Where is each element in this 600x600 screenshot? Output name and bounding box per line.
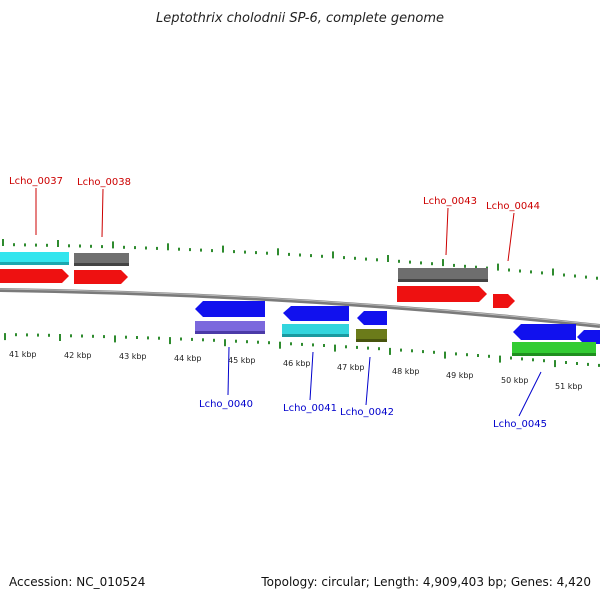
kbp-label: 44 kbp [174,354,202,363]
gene-bar-lcho-0045-outer-shade [512,353,596,356]
leader-line-lcho-0040 [227,346,230,396]
gene-label-lcho-0038: Lcho_0038 [77,177,131,188]
gene-label-lcho-0045: Lcho_0045 [493,419,547,430]
kbp-label: 51 kbp [555,382,583,391]
leader-line-lcho-0045 [518,371,542,417]
map-title: Leptothrix cholodnii SP-6, complete geno… [156,11,444,26]
gene-bar-lcho-0045-outer [512,342,596,355]
gene-arrow-next [577,330,600,344]
gene-bar-lcho-0043-outer [398,268,488,281]
gene-label-lcho-0044: Lcho_0044 [486,201,540,212]
gene-bar-lcho-0040-outer [195,321,265,333]
gene-label-lcho-0043: Lcho_0043 [423,196,477,207]
tick-marks [2,239,600,368]
accession-text: Accession: NC_010524 [9,575,145,589]
gene-labels: Lcho_0037 Lcho_0038 Lcho_0043 Lcho_0044 … [9,176,547,430]
gene-arrow-lcho-0038 [74,270,128,284]
genome-summary-text: Topology: circular; Length: 4,909,403 bp… [260,575,591,589]
gene-label-lcho-0041: Lcho_0041 [283,403,337,414]
kbp-label: 41 kbp [9,350,37,359]
kbp-scale-labels: 41 kbp 42 kbp 43 kbp 44 kbp 45 kbp 46 kb… [9,350,583,391]
kbp-label: 47 kbp [337,363,365,372]
leader-line-lcho-0043 [445,207,449,256]
kbp-label: 42 kbp [64,351,92,360]
leader-line-lcho-0038 [101,188,104,238]
kbp-label: 48 kbp [392,367,420,376]
gene-bar-lcho-0040-outer-shade [195,331,265,334]
gene-bar-lcho-0042-outer [356,329,387,341]
kbp-label: 49 kbp [446,371,474,380]
gene-track-bottom [195,301,600,356]
gene-bar-lcho-0042-outer-shade [356,339,387,342]
gene-label-lcho-0042: Lcho_0042 [340,407,394,418]
leader-line-lcho-0041 [309,351,314,401]
gene-label-lcho-0037: Lcho_0037 [9,176,63,187]
kbp-label: 45 kbp [228,356,256,365]
gene-bar-lcho-0043-outer-shade [398,279,488,282]
gene-bar-lcho-0038-outer-shade [74,263,129,266]
kbp-label: 43 kbp [119,352,147,361]
gene-bar-lcho-0041-outer-shade [282,334,349,337]
genome-backbone-highlight [0,288,600,326]
gene-bar-lcho-0037-outer [0,252,69,264]
gene-bar-lcho-0037-outer-shade [0,262,69,265]
gene-arrow-lcho-0044 [493,294,515,308]
gene-arrow-lcho-0037 [0,269,69,283]
gene-leader-lines [35,188,542,417]
gene-label-lcho-0040: Lcho_0040 [199,399,253,410]
kbp-label: 50 kbp [501,376,529,385]
gene-track-top [0,252,515,308]
leader-line-lcho-0044 [507,212,515,262]
gene-arrow-lcho-0040 [195,301,265,317]
gene-arrow-lcho-0042 [357,311,387,325]
gene-arrow-lcho-0045 [513,324,576,340]
gene-arrow-lcho-0043 [397,286,487,302]
gene-arrow-lcho-0041 [283,306,349,321]
gene-bar-lcho-0038-outer [74,253,129,265]
gene-bar-lcho-0041-outer [282,324,349,336]
leader-line-lcho-0042 [365,356,371,406]
kbp-label: 46 kbp [283,359,311,368]
genome-backbone [0,288,600,328]
